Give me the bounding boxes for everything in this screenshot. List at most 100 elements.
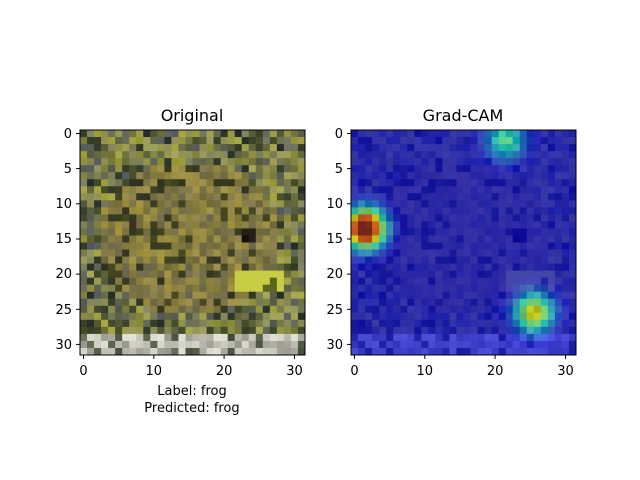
image-pixel bbox=[276, 291, 285, 300]
image-pixel bbox=[290, 165, 299, 173]
image-pixel bbox=[512, 193, 521, 201]
image-pixel bbox=[491, 200, 500, 208]
image-pixel bbox=[206, 298, 214, 307]
image-pixel bbox=[227, 144, 236, 152]
image-pixel bbox=[143, 207, 151, 215]
image-pixel bbox=[276, 214, 285, 222]
image-pixel bbox=[498, 242, 507, 250]
image-pixel bbox=[185, 179, 193, 187]
image-pixel bbox=[150, 193, 158, 201]
image-pixel bbox=[248, 291, 257, 300]
image-pixel bbox=[262, 256, 271, 264]
image-pixel bbox=[276, 305, 285, 314]
image-pixel bbox=[393, 305, 401, 314]
image-pixel bbox=[199, 137, 207, 145]
image-pixel bbox=[150, 137, 158, 145]
image-pixel bbox=[164, 186, 172, 194]
image-pixel bbox=[178, 144, 186, 152]
image-pixel bbox=[290, 340, 299, 349]
image-pixel bbox=[554, 312, 563, 321]
image-pixel bbox=[150, 291, 158, 300]
image-pixel bbox=[101, 319, 109, 328]
image-pixel bbox=[421, 137, 429, 145]
image-pixel bbox=[351, 165, 359, 173]
image-pixel bbox=[477, 235, 485, 243]
image-pixel bbox=[157, 172, 165, 180]
image-pixel bbox=[526, 340, 535, 349]
image-pixel bbox=[150, 242, 158, 250]
image-pixel bbox=[491, 263, 500, 272]
image-pixel bbox=[227, 193, 236, 201]
image-pixel bbox=[407, 277, 415, 286]
image-pixel bbox=[372, 263, 380, 272]
image-pixel bbox=[372, 347, 380, 355]
image-pixel bbox=[484, 263, 493, 272]
image-pixel bbox=[351, 249, 359, 257]
image-pixel bbox=[262, 249, 271, 257]
image-pixel bbox=[234, 270, 243, 279]
image-pixel bbox=[470, 228, 478, 236]
image-pixel bbox=[213, 333, 222, 342]
image-pixel bbox=[206, 228, 214, 236]
image-pixel bbox=[351, 200, 359, 208]
image-pixel bbox=[101, 277, 109, 286]
image-pixel bbox=[143, 333, 151, 342]
image-pixel bbox=[213, 326, 222, 335]
image-pixel bbox=[262, 130, 271, 138]
image-pixel bbox=[248, 179, 257, 187]
image-pixel bbox=[199, 340, 207, 349]
image-pixel bbox=[80, 319, 88, 328]
image-pixel bbox=[365, 298, 373, 307]
image-pixel bbox=[547, 228, 556, 236]
image-pixel bbox=[94, 186, 102, 194]
image-pixel bbox=[115, 298, 123, 307]
image-pixel bbox=[206, 284, 214, 293]
image-pixel bbox=[407, 256, 415, 264]
image-pixel bbox=[171, 228, 179, 236]
image-pixel bbox=[554, 235, 563, 243]
image-pixel bbox=[255, 242, 264, 250]
image-pixel bbox=[122, 305, 130, 314]
image-pixel bbox=[276, 221, 285, 229]
image-pixel bbox=[358, 172, 366, 180]
image-pixel bbox=[171, 172, 179, 180]
image-pixel bbox=[248, 347, 257, 355]
image-pixel bbox=[442, 172, 450, 180]
image-pixel bbox=[262, 340, 271, 349]
image-pixel bbox=[519, 312, 528, 321]
image-pixel bbox=[505, 312, 514, 321]
image-pixel bbox=[568, 277, 576, 286]
image-pixel bbox=[178, 256, 186, 264]
image-pixel bbox=[386, 172, 394, 180]
xtick-label: 30 bbox=[557, 364, 574, 379]
image-pixel bbox=[164, 165, 172, 173]
image-pixel bbox=[498, 312, 507, 321]
image-pixel bbox=[129, 193, 137, 201]
image-pixel bbox=[547, 340, 556, 349]
image-pixel bbox=[297, 242, 305, 250]
image-pixel bbox=[407, 144, 415, 152]
image-pixel bbox=[80, 214, 88, 222]
image-pixel bbox=[456, 172, 464, 180]
image-pixel bbox=[87, 326, 95, 335]
image-pixel bbox=[386, 179, 394, 187]
image-pixel bbox=[519, 165, 528, 173]
image-pixel bbox=[358, 214, 366, 222]
image-pixel bbox=[498, 165, 507, 173]
image-pixel bbox=[561, 172, 570, 180]
image-pixel bbox=[199, 207, 207, 215]
image-pixel bbox=[94, 333, 102, 342]
image-pixel bbox=[484, 312, 493, 321]
image-pixel bbox=[540, 228, 549, 236]
image-pixel bbox=[185, 151, 193, 159]
image-pixel bbox=[206, 347, 214, 355]
image-pixel bbox=[129, 298, 137, 307]
image-pixel bbox=[178, 326, 186, 335]
image-pixel bbox=[484, 214, 493, 222]
image-pixel bbox=[365, 319, 373, 328]
image-pixel bbox=[554, 319, 563, 328]
image-pixel bbox=[297, 305, 305, 314]
image-pixel bbox=[470, 333, 478, 342]
image-pixel bbox=[428, 277, 436, 286]
image-pixel bbox=[234, 242, 243, 250]
